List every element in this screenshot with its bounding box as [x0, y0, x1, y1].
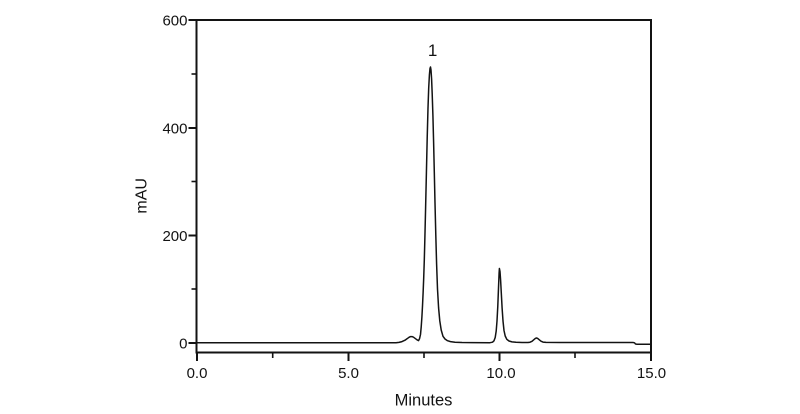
svg-text:10.0: 10.0 — [486, 365, 515, 382]
svg-text:600: 600 — [162, 12, 187, 29]
svg-text:5.0: 5.0 — [338, 365, 359, 382]
svg-text:15.0: 15.0 — [637, 365, 666, 382]
svg-text:0.0: 0.0 — [187, 365, 208, 382]
svg-text:mAU: mAU — [134, 178, 151, 214]
svg-text:0: 0 — [179, 335, 187, 352]
svg-text:1: 1 — [428, 41, 437, 60]
svg-text:400: 400 — [162, 120, 187, 137]
svg-text:200: 200 — [162, 228, 187, 245]
svg-text:Minutes: Minutes — [395, 392, 453, 410]
